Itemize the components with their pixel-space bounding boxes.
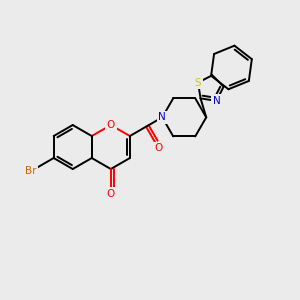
Text: Br: Br: [25, 167, 36, 176]
Text: O: O: [107, 189, 115, 199]
Text: S: S: [195, 77, 201, 88]
Text: O: O: [154, 143, 163, 153]
Text: N: N: [212, 96, 220, 106]
Text: O: O: [107, 120, 115, 130]
Text: N: N: [158, 112, 166, 122]
